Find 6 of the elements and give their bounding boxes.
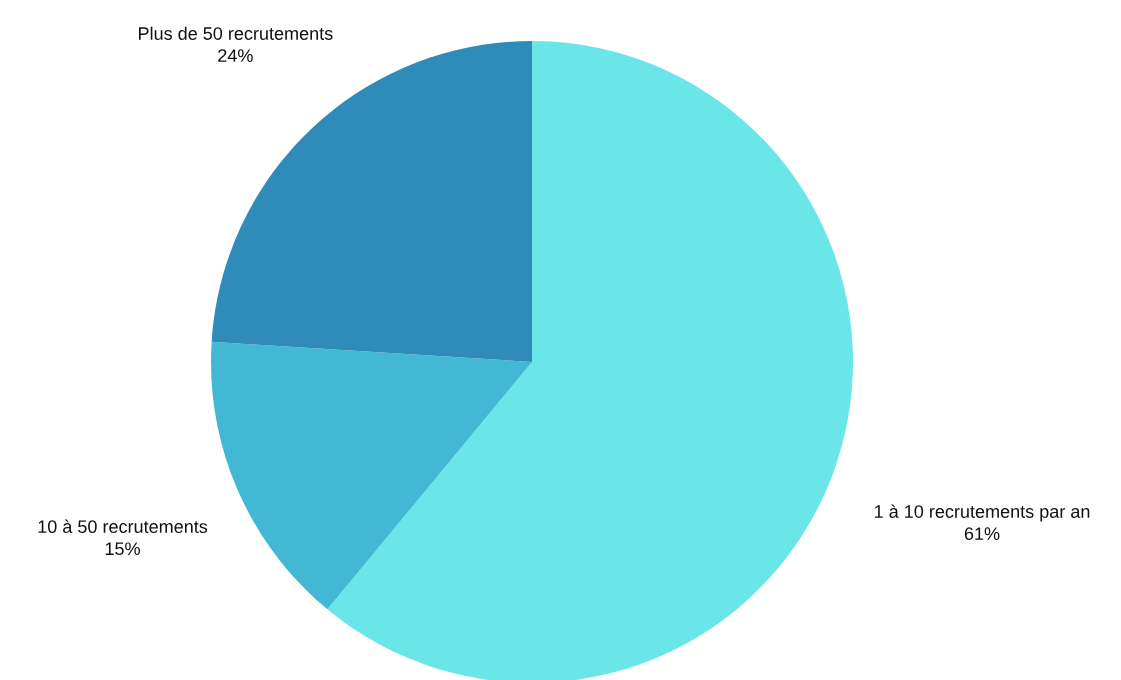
slice-label: 10 à 50 recrutements bbox=[38, 519, 208, 534]
slice-label: 1 à 10 recrutements par an bbox=[875, 504, 1090, 522]
data-label: 15% bbox=[105, 542, 140, 556]
slice-label: Plus de 50 recrutements bbox=[138, 26, 333, 40]
data-label: 24% bbox=[218, 49, 253, 62]
data-label: 61% bbox=[964, 527, 1000, 540]
